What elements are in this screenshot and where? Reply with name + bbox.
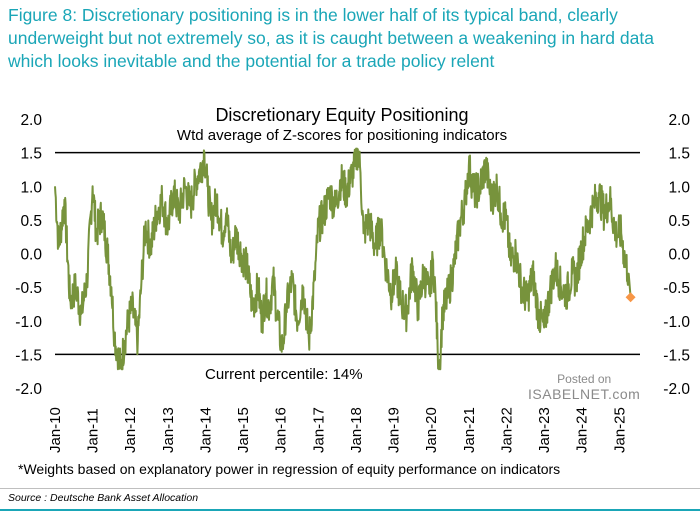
x-tick-label: Jan-25 bbox=[611, 407, 628, 453]
footnote: *Weights based on explanatory power in r… bbox=[18, 461, 561, 477]
y-tick-label-right: 0.5 bbox=[668, 213, 690, 230]
y-tick-label-right: 1.5 bbox=[668, 146, 690, 163]
x-tick-label: Jan-20 bbox=[423, 407, 440, 453]
source-note: Source : Deutsche Bank Asset Allocation bbox=[8, 492, 199, 504]
y-tick-label-left: -1.0 bbox=[15, 314, 42, 331]
x-tick-label: Jan-17 bbox=[310, 407, 327, 453]
y-tick-label-right: -0.5 bbox=[663, 280, 690, 297]
x-tick-label: Jan-22 bbox=[498, 407, 515, 453]
chart-title: Discretionary Equity Positioning bbox=[215, 105, 468, 125]
y-tick-label-left: 1.0 bbox=[20, 179, 42, 196]
x-tick-label: Jan-11 bbox=[85, 408, 102, 453]
x-tick-label: Jan-10 bbox=[47, 407, 64, 453]
current-value-marker bbox=[625, 292, 636, 303]
x-tick-label: Jan-23 bbox=[536, 407, 553, 453]
bottom-rule bbox=[0, 509, 700, 511]
x-tick-label: Jan-16 bbox=[273, 407, 290, 453]
x-tick-label: Jan-15 bbox=[235, 407, 252, 453]
y-tick-label-right: -1.0 bbox=[663, 314, 690, 331]
x-tick-label: Jan-13 bbox=[160, 407, 177, 453]
watermark-line2: ISABELNET.com bbox=[528, 386, 641, 402]
divider bbox=[0, 488, 700, 489]
y-tick-label-left: -0.5 bbox=[15, 280, 42, 297]
y-tick-label-right: 1.0 bbox=[668, 179, 690, 196]
y-tick-label-left: -1.5 bbox=[15, 347, 42, 364]
x-tick-label: Jan-19 bbox=[386, 407, 403, 453]
x-tick-label: Jan-12 bbox=[122, 407, 139, 453]
y-tick-label-left: 2.0 bbox=[20, 112, 42, 129]
y-tick-label-left: 0.5 bbox=[20, 213, 42, 230]
chart-subtitle: Wtd average of Z-scores for positioning … bbox=[177, 127, 507, 144]
x-tick-label: Jan-14 bbox=[197, 407, 214, 453]
figure-caption: Figure 8: Discretionary positioning is i… bbox=[8, 5, 654, 71]
series-line bbox=[54, 147, 632, 371]
watermark-line1: Posted on bbox=[557, 372, 612, 386]
current-percentile-annotation: Current percentile: 14% bbox=[205, 366, 363, 383]
y-tick-label-left: -2.0 bbox=[15, 381, 42, 398]
x-tick-label: Jan-18 bbox=[348, 407, 365, 453]
positioning-chart: Discretionary Equity Positioning Wtd ave… bbox=[15, 105, 690, 453]
y-tick-label-left: 1.5 bbox=[20, 146, 42, 163]
watermark: Posted on ISABELNET.com bbox=[528, 372, 640, 402]
y-tick-label-right: -1.5 bbox=[663, 347, 690, 364]
x-tick-label: Jan-24 bbox=[574, 407, 591, 453]
y-tick-label-right: 0.0 bbox=[668, 247, 690, 264]
x-tick-label: Jan-21 bbox=[461, 407, 478, 453]
y-tick-label-left: 0.0 bbox=[20, 247, 42, 264]
y-tick-label-right: 2.0 bbox=[668, 112, 690, 129]
y-tick-label-right: -2.0 bbox=[663, 381, 690, 398]
